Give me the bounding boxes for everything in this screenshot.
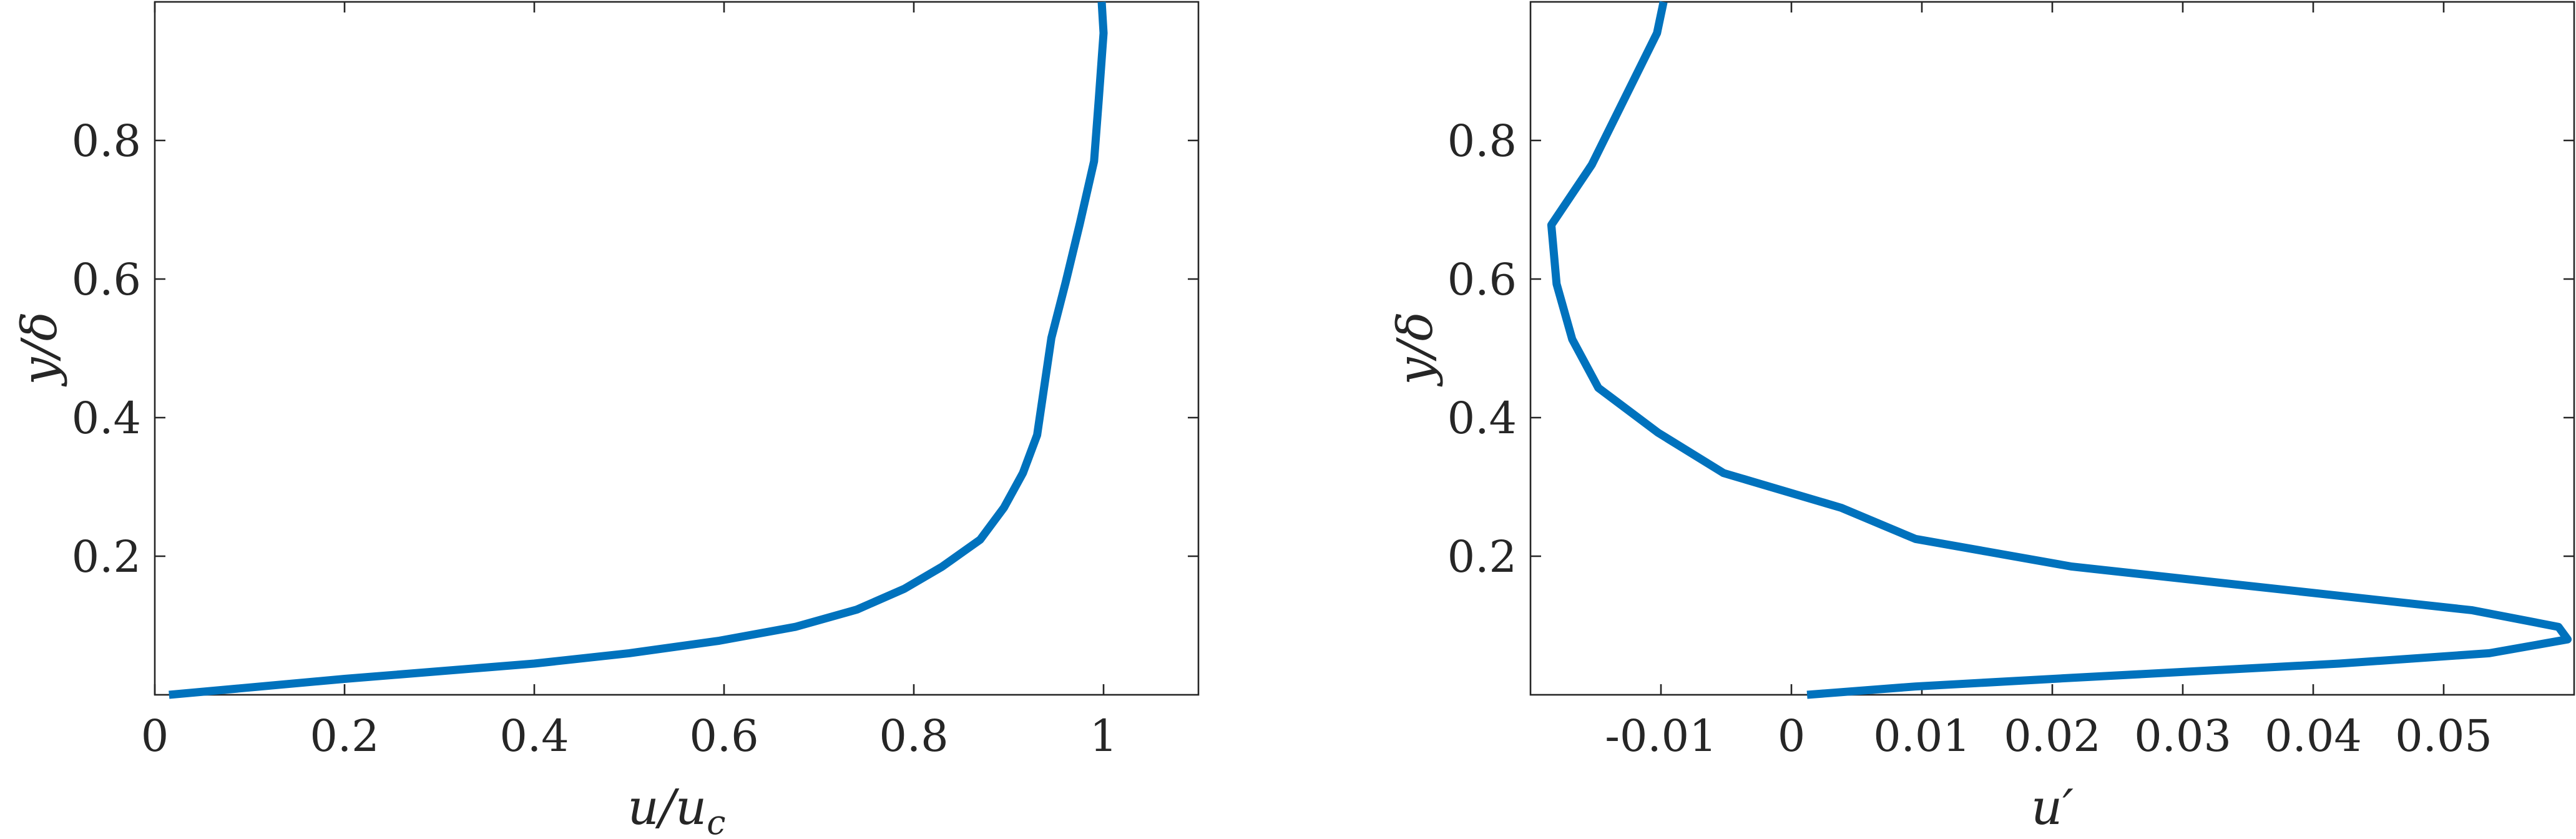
right-x-tick-label: 0.04 bbox=[2265, 710, 2362, 762]
left-series-line bbox=[169, 1, 1108, 699]
right-x-tick-label: 0 bbox=[1778, 710, 1806, 762]
left-y-tick-label: 0.8 bbox=[72, 115, 141, 167]
left-x-tick-label: 0.2 bbox=[310, 710, 379, 762]
left-x-tick-label: 0.4 bbox=[499, 710, 569, 762]
left-plot-frame bbox=[154, 1, 1200, 696]
right-y-tick-labels: 0.2 0.4 0.6 0.8 bbox=[1447, 115, 1517, 582]
right-x-tick-label: 0.01 bbox=[1873, 710, 1971, 762]
right-axes: -0.01 0 0.01 0.02 0.03 0.04 0.05 0.20.40.60.8 … bbox=[1388, 1, 2575, 836]
left-y-tick-label: 0.6 bbox=[72, 254, 141, 305]
left-y-tick-label: 0.4 bbox=[72, 393, 141, 444]
right-plot-frame bbox=[1529, 1, 2575, 696]
right-x-tick-label: -0.01 bbox=[1605, 710, 1717, 762]
right-ticks bbox=[1530, 2, 2574, 695]
right-x-tick-labels: -0.01 0 0.01 0.02 0.03 0.04 0.05 bbox=[1605, 710, 2492, 762]
right-y-tick-label: 0.6 bbox=[1447, 254, 1517, 305]
right-y-axis-label: y/δ bbox=[1388, 312, 1444, 386]
left-axes: 0 0.2 0.4 0.6 0.8 1 0.2 0.4 0.6 0.8 u/uc y/δ bbox=[12, 1, 1200, 839]
left-y-axis-label: y/δ bbox=[12, 312, 68, 386]
left-x-tick-label: 0.6 bbox=[689, 710, 758, 762]
left-ticks bbox=[154, 2, 1198, 695]
right-y-tick-label: 0.4 bbox=[1447, 393, 1517, 444]
left-x-tick-label: 0 bbox=[141, 710, 169, 762]
left-x-tick-label: 1 bbox=[1090, 710, 1118, 762]
left-x-axis-label: u/uc bbox=[628, 780, 726, 839]
left-y-tick-label: 0.2 bbox=[72, 531, 141, 582]
left-x-tick-label: 0.8 bbox=[879, 710, 948, 762]
right-x-axis-label: u′ bbox=[2031, 780, 2074, 836]
right-y-tick-label: 0.8 bbox=[1447, 115, 1517, 167]
right-series-line bbox=[1547, 1, 2572, 699]
right-x-tick-label: 0.03 bbox=[2134, 710, 2231, 762]
right-x-tick-label: 0.02 bbox=[2004, 710, 2101, 762]
right-x-tick-label: 0.05 bbox=[2395, 710, 2492, 762]
left-y-tick-labels: 0.2 0.4 0.6 0.8 bbox=[72, 115, 141, 582]
right-y-tick-label: 0.2 bbox=[1447, 531, 1517, 582]
left-x-tick-labels: 0 0.2 0.4 0.6 0.8 1 bbox=[141, 710, 1118, 762]
